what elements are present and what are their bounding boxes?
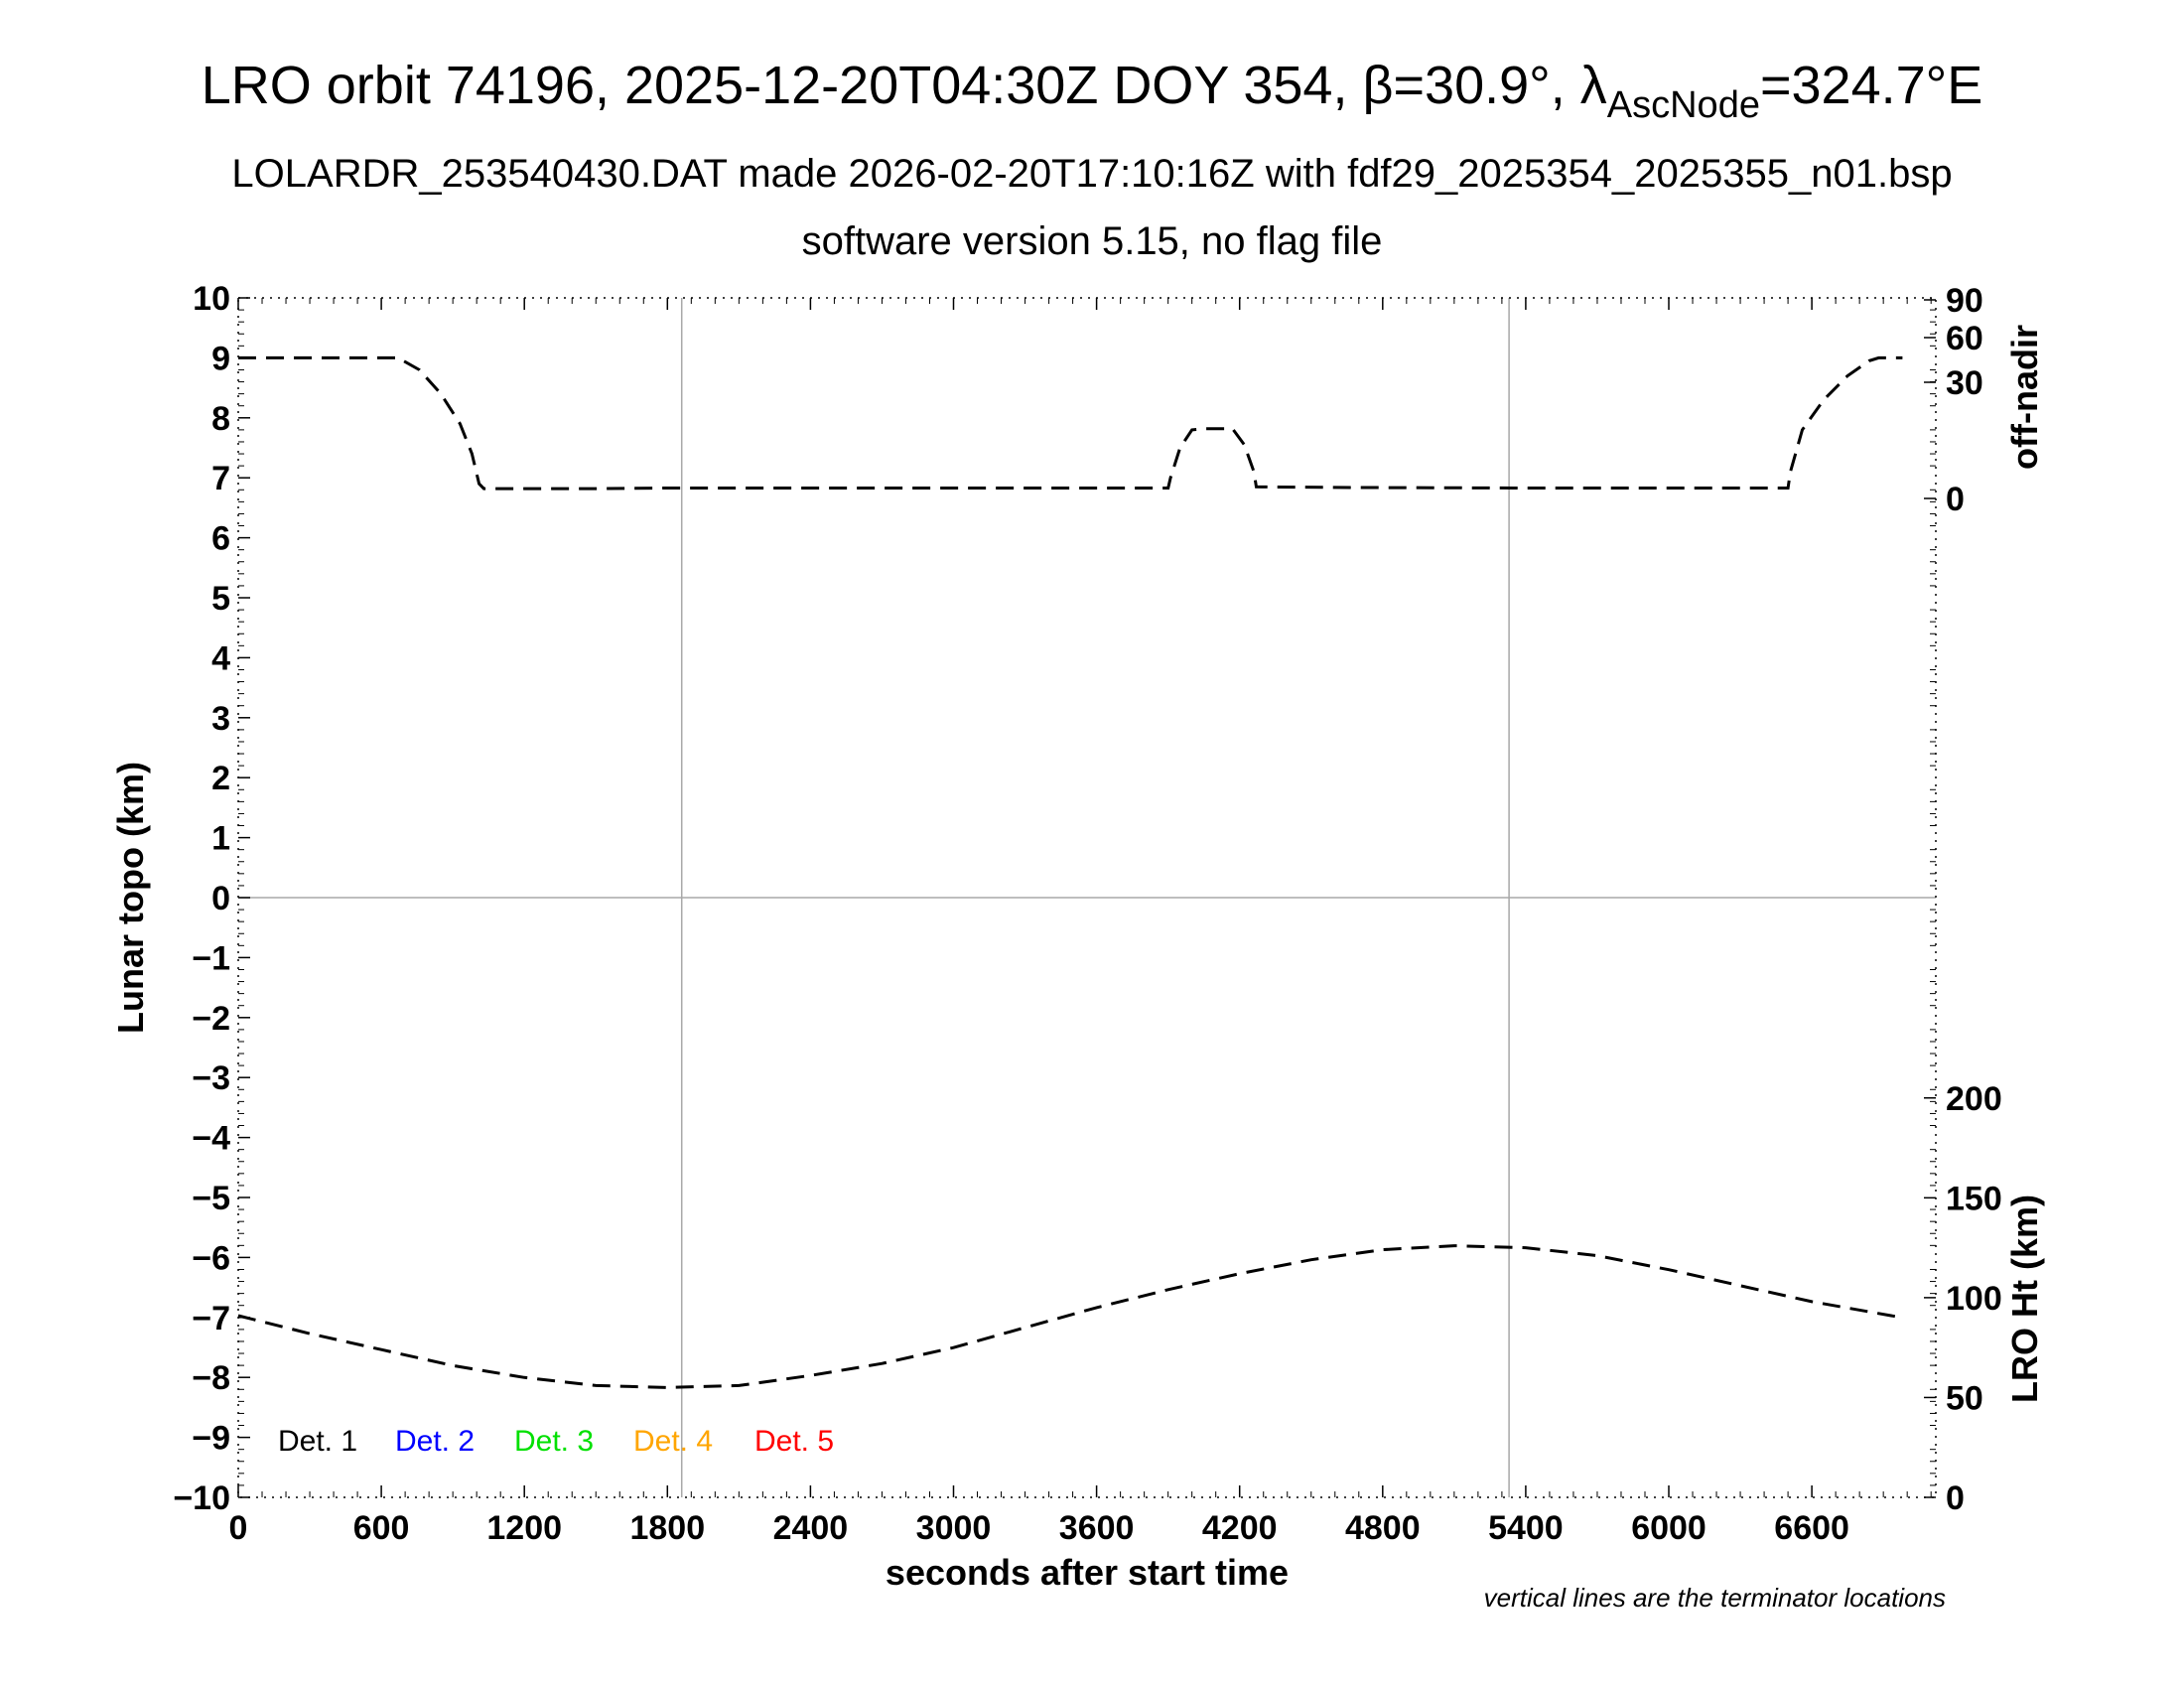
chart-title: LRO orbit 74196, 2025-12-20T04:30Z DOY 3… [202,56,1983,126]
x-tick-label: 3600 [1059,1509,1135,1547]
title-tail: =324.7°E [1760,56,1982,115]
x-tick-label: 1200 [486,1509,562,1547]
lro-height-tick-label: 50 [1946,1379,1983,1417]
y-tick-label: −8 [192,1359,230,1397]
off-nadir-tick-label: 0 [1946,481,1965,518]
x-tick-label: 3000 [916,1509,992,1547]
legend-det-5: Det. 5 [754,1425,834,1458]
grid-layer [238,298,1936,1497]
y-tick-label: −4 [192,1120,230,1158]
y-tick-label: 3 [211,700,230,738]
chart-subtitle-2: software version 5.15, no flag file [802,219,1383,263]
y-tick-label: 9 [211,340,230,377]
y-tick-label: 2 [211,760,230,797]
legend: Det. 1 Det. 2 Det. 3 Det. 4 Det. 5 [278,1425,834,1458]
footnote: vertical lines are the terminator locati… [1484,1583,1946,1613]
lro-height-tick-label: 0 [1946,1479,1965,1517]
chart-subtitle-1: LOLARDR_253540430.DAT made 2026-02-20T17… [231,152,1952,196]
x-tick-label: 2400 [773,1509,849,1547]
x-tick-label: 600 [353,1509,410,1547]
y-axis-label-left: Lunar topo (km) [110,762,151,1034]
y-tick-label: −3 [192,1059,230,1097]
x-tick-label: 4200 [1202,1509,1278,1547]
y-tick-label: −9 [192,1420,230,1458]
y-tick-label: −7 [192,1300,230,1337]
y-tick-label: −1 [192,939,230,977]
y-tick-label: 0 [211,880,230,917]
lro-height-series-line [237,1244,1903,1389]
series-layer [237,355,1903,1389]
legend-det-2: Det. 2 [395,1425,475,1458]
y-tick-label: 4 [211,639,230,677]
lro-height-tick-label: 200 [1946,1080,2002,1118]
title-subscript: AscNode [1607,84,1760,126]
legend-det-3: Det. 3 [514,1425,594,1458]
y-tick-label: 8 [211,400,230,438]
off-nadir-tick-label: 30 [1946,364,1983,402]
y-tick-label: 10 [193,280,230,318]
off-nadir-tick-label: 60 [1946,320,1983,357]
x-axis-label: seconds after start time [886,1552,1289,1593]
legend-det-4: Det. 4 [633,1425,713,1458]
y-tick-label: −10 [173,1479,230,1517]
tick-layer [237,297,1936,1498]
y-tick-label: 5 [211,580,230,618]
x-tick-label: 0 [229,1509,248,1547]
off-nadir-tick-label: 90 [1946,282,1983,320]
lro-height-tick-label: 150 [1946,1180,2002,1217]
y-axis-label-right-bottom: LRO Ht (km) [2004,1195,2045,1403]
y-tick-label: −6 [192,1239,230,1277]
x-tick-label: 5400 [1488,1509,1564,1547]
x-tick-label: 6600 [1774,1509,1849,1547]
lro-height-tick-label: 100 [1946,1280,2002,1318]
y-tick-label: −5 [192,1180,230,1217]
x-tick-label: 4800 [1345,1509,1421,1547]
y-tick-label: 6 [211,520,230,558]
legend-det-1: Det. 1 [278,1425,357,1458]
off-nadir-series-line [238,355,1903,491]
y-tick-label: 1 [211,820,230,858]
y-tick-label: 7 [211,460,230,497]
title-main: LRO orbit 74196, 2025-12-20T04:30Z DOY 3… [202,56,1607,115]
y-tick-label: −2 [192,1000,230,1038]
x-tick-label: 1800 [629,1509,705,1547]
x-tick-label: 6000 [1631,1509,1706,1547]
y-axis-label-right-top: off-nadir [2004,325,2045,470]
